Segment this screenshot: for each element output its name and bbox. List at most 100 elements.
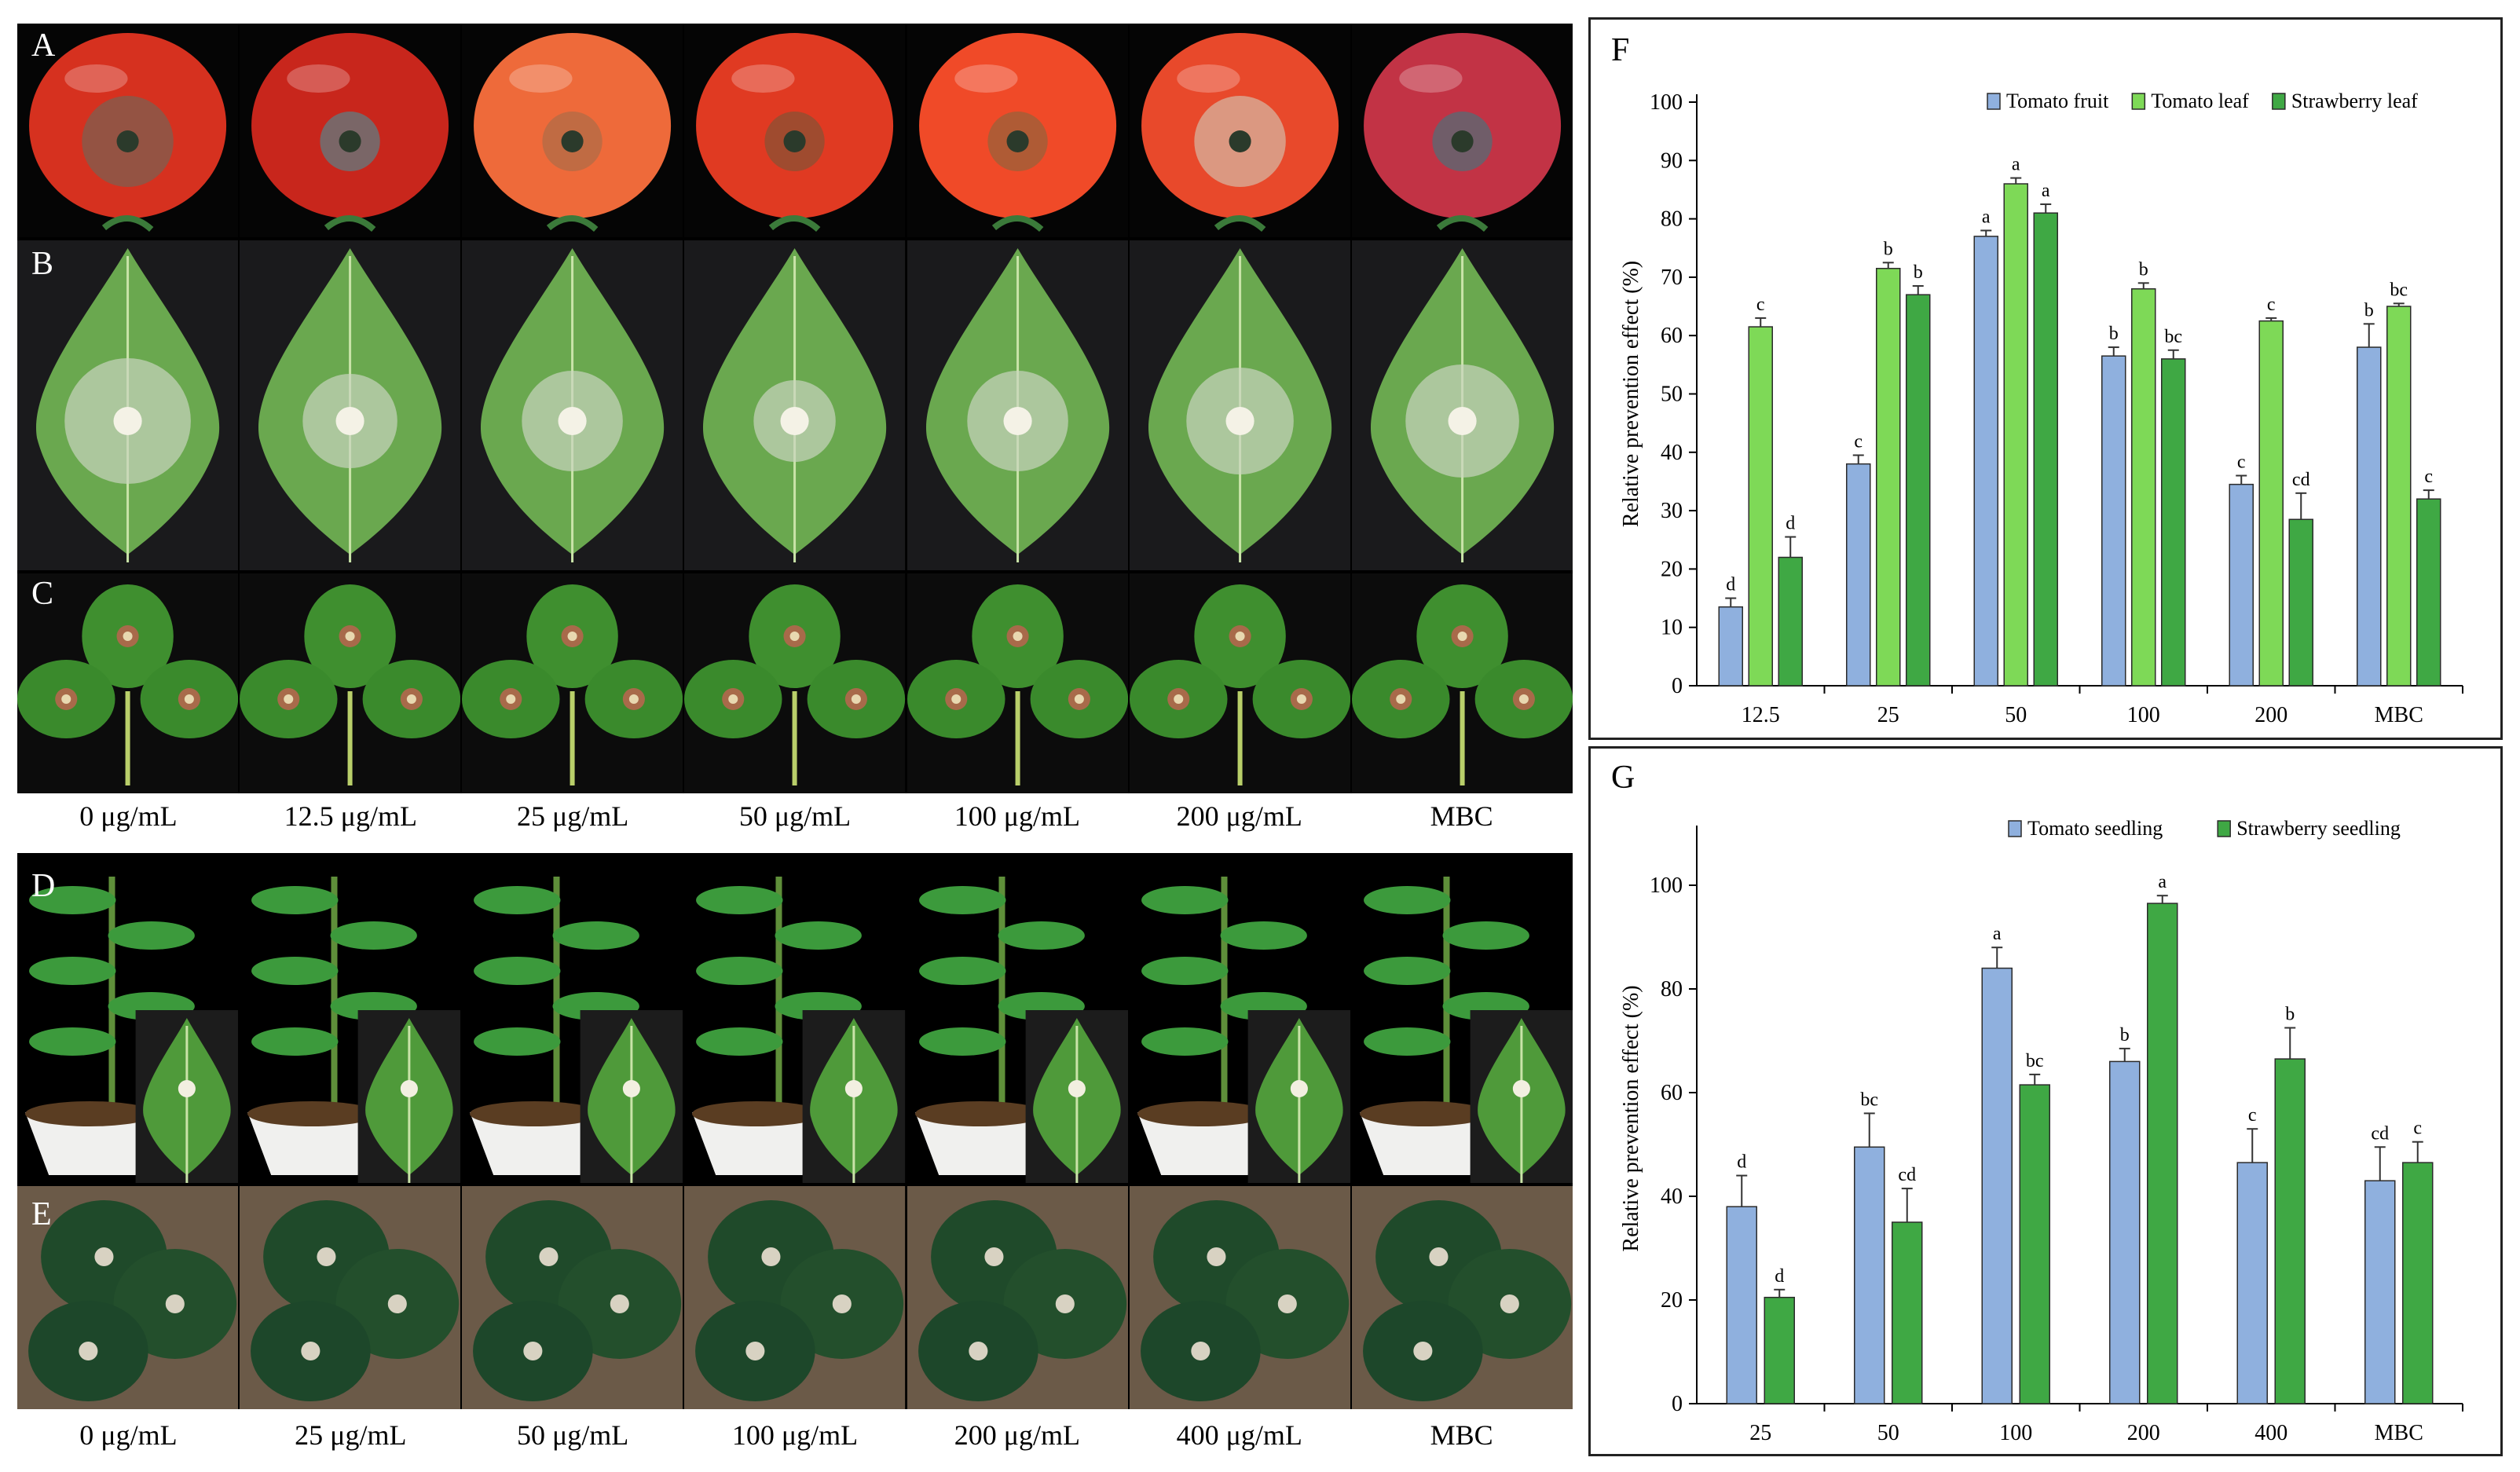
photo-strawberry-seedling bbox=[907, 1186, 1130, 1409]
row-e-strawberry-seedling bbox=[17, 1186, 1573, 1409]
bar bbox=[1764, 1296, 1795, 1404]
x-tick-label: 50 bbox=[2005, 703, 2027, 727]
bar bbox=[2033, 212, 2058, 687]
significance-letter: b bbox=[1884, 239, 1893, 259]
row-label-c: C bbox=[31, 576, 54, 612]
significance-letter: c bbox=[2248, 1105, 2257, 1126]
bar bbox=[2386, 306, 2412, 687]
caption: 0 μg/mL bbox=[79, 800, 178, 832]
bar bbox=[1854, 1146, 1885, 1404]
panel-g: G 0 20 40 60 80 100 Relative prevention effect … bbox=[1588, 746, 2503, 1456]
photo-tomato-fruit bbox=[1351, 24, 1573, 237]
caption: 12.5 μg/mL bbox=[284, 800, 417, 832]
y-tick-label: 60 bbox=[1661, 1081, 1683, 1105]
panel-letter: F bbox=[1611, 32, 1629, 68]
caption: 400 μg/mL bbox=[1176, 1419, 1302, 1451]
bar bbox=[2147, 903, 2178, 1404]
significance-letter: c bbox=[2424, 467, 2433, 487]
y-tick-label: 40 bbox=[1661, 1185, 1683, 1209]
caption: 50 μg/mL bbox=[517, 1419, 629, 1451]
y-axis-label: Relative prevention effect (%) bbox=[1619, 985, 1643, 1251]
photo-tomato-fruit bbox=[462, 24, 685, 237]
bar bbox=[1973, 236, 1998, 687]
bar bbox=[2274, 1058, 2306, 1404]
y-tick-label: 100 bbox=[1650, 90, 1683, 115]
bar bbox=[2364, 1180, 2396, 1404]
photo-strawberry-seedling bbox=[1129, 1186, 1352, 1409]
photo-strawberry-seedling bbox=[684, 1186, 907, 1409]
photo-tomato-leaf bbox=[240, 240, 463, 570]
bar bbox=[2229, 483, 2254, 687]
photo-tomato-leaf bbox=[907, 240, 1130, 570]
row-c-strawberry-leaf bbox=[17, 573, 1573, 793]
y-tick-label: 10 bbox=[1661, 616, 1683, 640]
photo-tomato-leaf bbox=[1129, 240, 1352, 570]
bar bbox=[2131, 288, 2156, 687]
photo-tomato-fruit bbox=[240, 24, 463, 237]
row-b-tomato-leaf bbox=[17, 240, 1573, 570]
photo-tomato-leaf bbox=[462, 240, 685, 570]
photo-tomato-seedling bbox=[907, 853, 1130, 1183]
bar bbox=[2101, 355, 2126, 687]
photo-tomato-fruit bbox=[907, 24, 1130, 237]
bar bbox=[1892, 1221, 1923, 1404]
x-tick-label: MBC bbox=[2375, 1421, 2423, 1445]
photo-tomato-seedling bbox=[240, 853, 463, 1183]
legend-swatch bbox=[2131, 93, 2146, 110]
y-tick-label: 30 bbox=[1661, 499, 1683, 523]
photo-tomato-seedling bbox=[684, 853, 907, 1183]
y-tick-label: 0 bbox=[1672, 1392, 1683, 1416]
significance-letter: a bbox=[1982, 207, 1991, 227]
bar bbox=[2402, 1162, 2434, 1404]
y-axis-label: Relative prevention effect (%) bbox=[1619, 261, 1643, 527]
chart-f: F 0 10 20 30 40 50 60 70 80 90 100 Relative preventi… bbox=[1611, 32, 2463, 727]
y-tick-label: 80 bbox=[1661, 977, 1683, 1001]
bar bbox=[1748, 326, 1773, 687]
y-tick-label: 0 bbox=[1672, 674, 1683, 698]
significance-letter: b bbox=[2285, 1005, 2295, 1025]
bar bbox=[1778, 556, 1803, 687]
significance-letter: cd bbox=[1898, 1165, 1916, 1185]
panel-f: F 0 10 20 30 40 50 60 70 80 90 100 Relative preventi… bbox=[1588, 17, 2503, 740]
photo-strawberry-seedling bbox=[17, 1186, 240, 1409]
caption: 100 μg/mL bbox=[954, 800, 1081, 832]
x-tick-label: 12.5 bbox=[1742, 703, 1780, 727]
x-tick-label: 25 bbox=[1877, 703, 1899, 727]
x-tick-label: 100 bbox=[1999, 1421, 2032, 1445]
photo-tomato-seedling bbox=[1351, 853, 1573, 1183]
photo-strawberry-leaf bbox=[907, 573, 1130, 793]
significance-letter: b bbox=[2120, 1025, 2130, 1045]
significance-letter: a bbox=[1993, 924, 2002, 944]
photo-tomato-leaf bbox=[1351, 240, 1573, 570]
row-label-e: E bbox=[31, 1196, 52, 1232]
significance-letter: c bbox=[2267, 295, 2276, 315]
significance-letter: a bbox=[2042, 181, 2050, 201]
x-tick-label: MBC bbox=[2375, 703, 2423, 727]
caption: MBC bbox=[1430, 1419, 1493, 1451]
bar bbox=[2019, 1084, 2050, 1404]
significance-letter: d bbox=[1786, 514, 1795, 534]
x-tick-label: 400 bbox=[2254, 1421, 2287, 1445]
photo-strawberry-leaf bbox=[240, 573, 463, 793]
row-label-a: A bbox=[31, 27, 56, 64]
significance-letter: d bbox=[1775, 1266, 1784, 1287]
photo-tomato-fruit bbox=[1129, 24, 1352, 237]
bar bbox=[1718, 606, 1743, 687]
y-tick-label: 90 bbox=[1661, 148, 1683, 173]
bar bbox=[2357, 346, 2382, 687]
photo-tomato-seedling bbox=[17, 853, 240, 1183]
photo-strawberry-leaf bbox=[17, 573, 240, 793]
significance-letter: bc bbox=[2390, 280, 2408, 300]
legend-swatch bbox=[2008, 820, 2022, 837]
bar bbox=[2258, 320, 2284, 687]
x-tick-label: 200 bbox=[2127, 1421, 2160, 1445]
bar bbox=[1981, 967, 2013, 1404]
significance-letter: c bbox=[2413, 1119, 2422, 1139]
significance-letter: a bbox=[2158, 872, 2167, 892]
caption: 200 μg/mL bbox=[954, 1419, 1081, 1451]
significance-letter: bc bbox=[1860, 1089, 1878, 1110]
significance-letter: b bbox=[1914, 262, 1923, 283]
caption: 50 μg/mL bbox=[738, 800, 852, 832]
legend-label: Strawberry seedling bbox=[2236, 817, 2401, 840]
significance-letter: b bbox=[2364, 300, 2374, 320]
